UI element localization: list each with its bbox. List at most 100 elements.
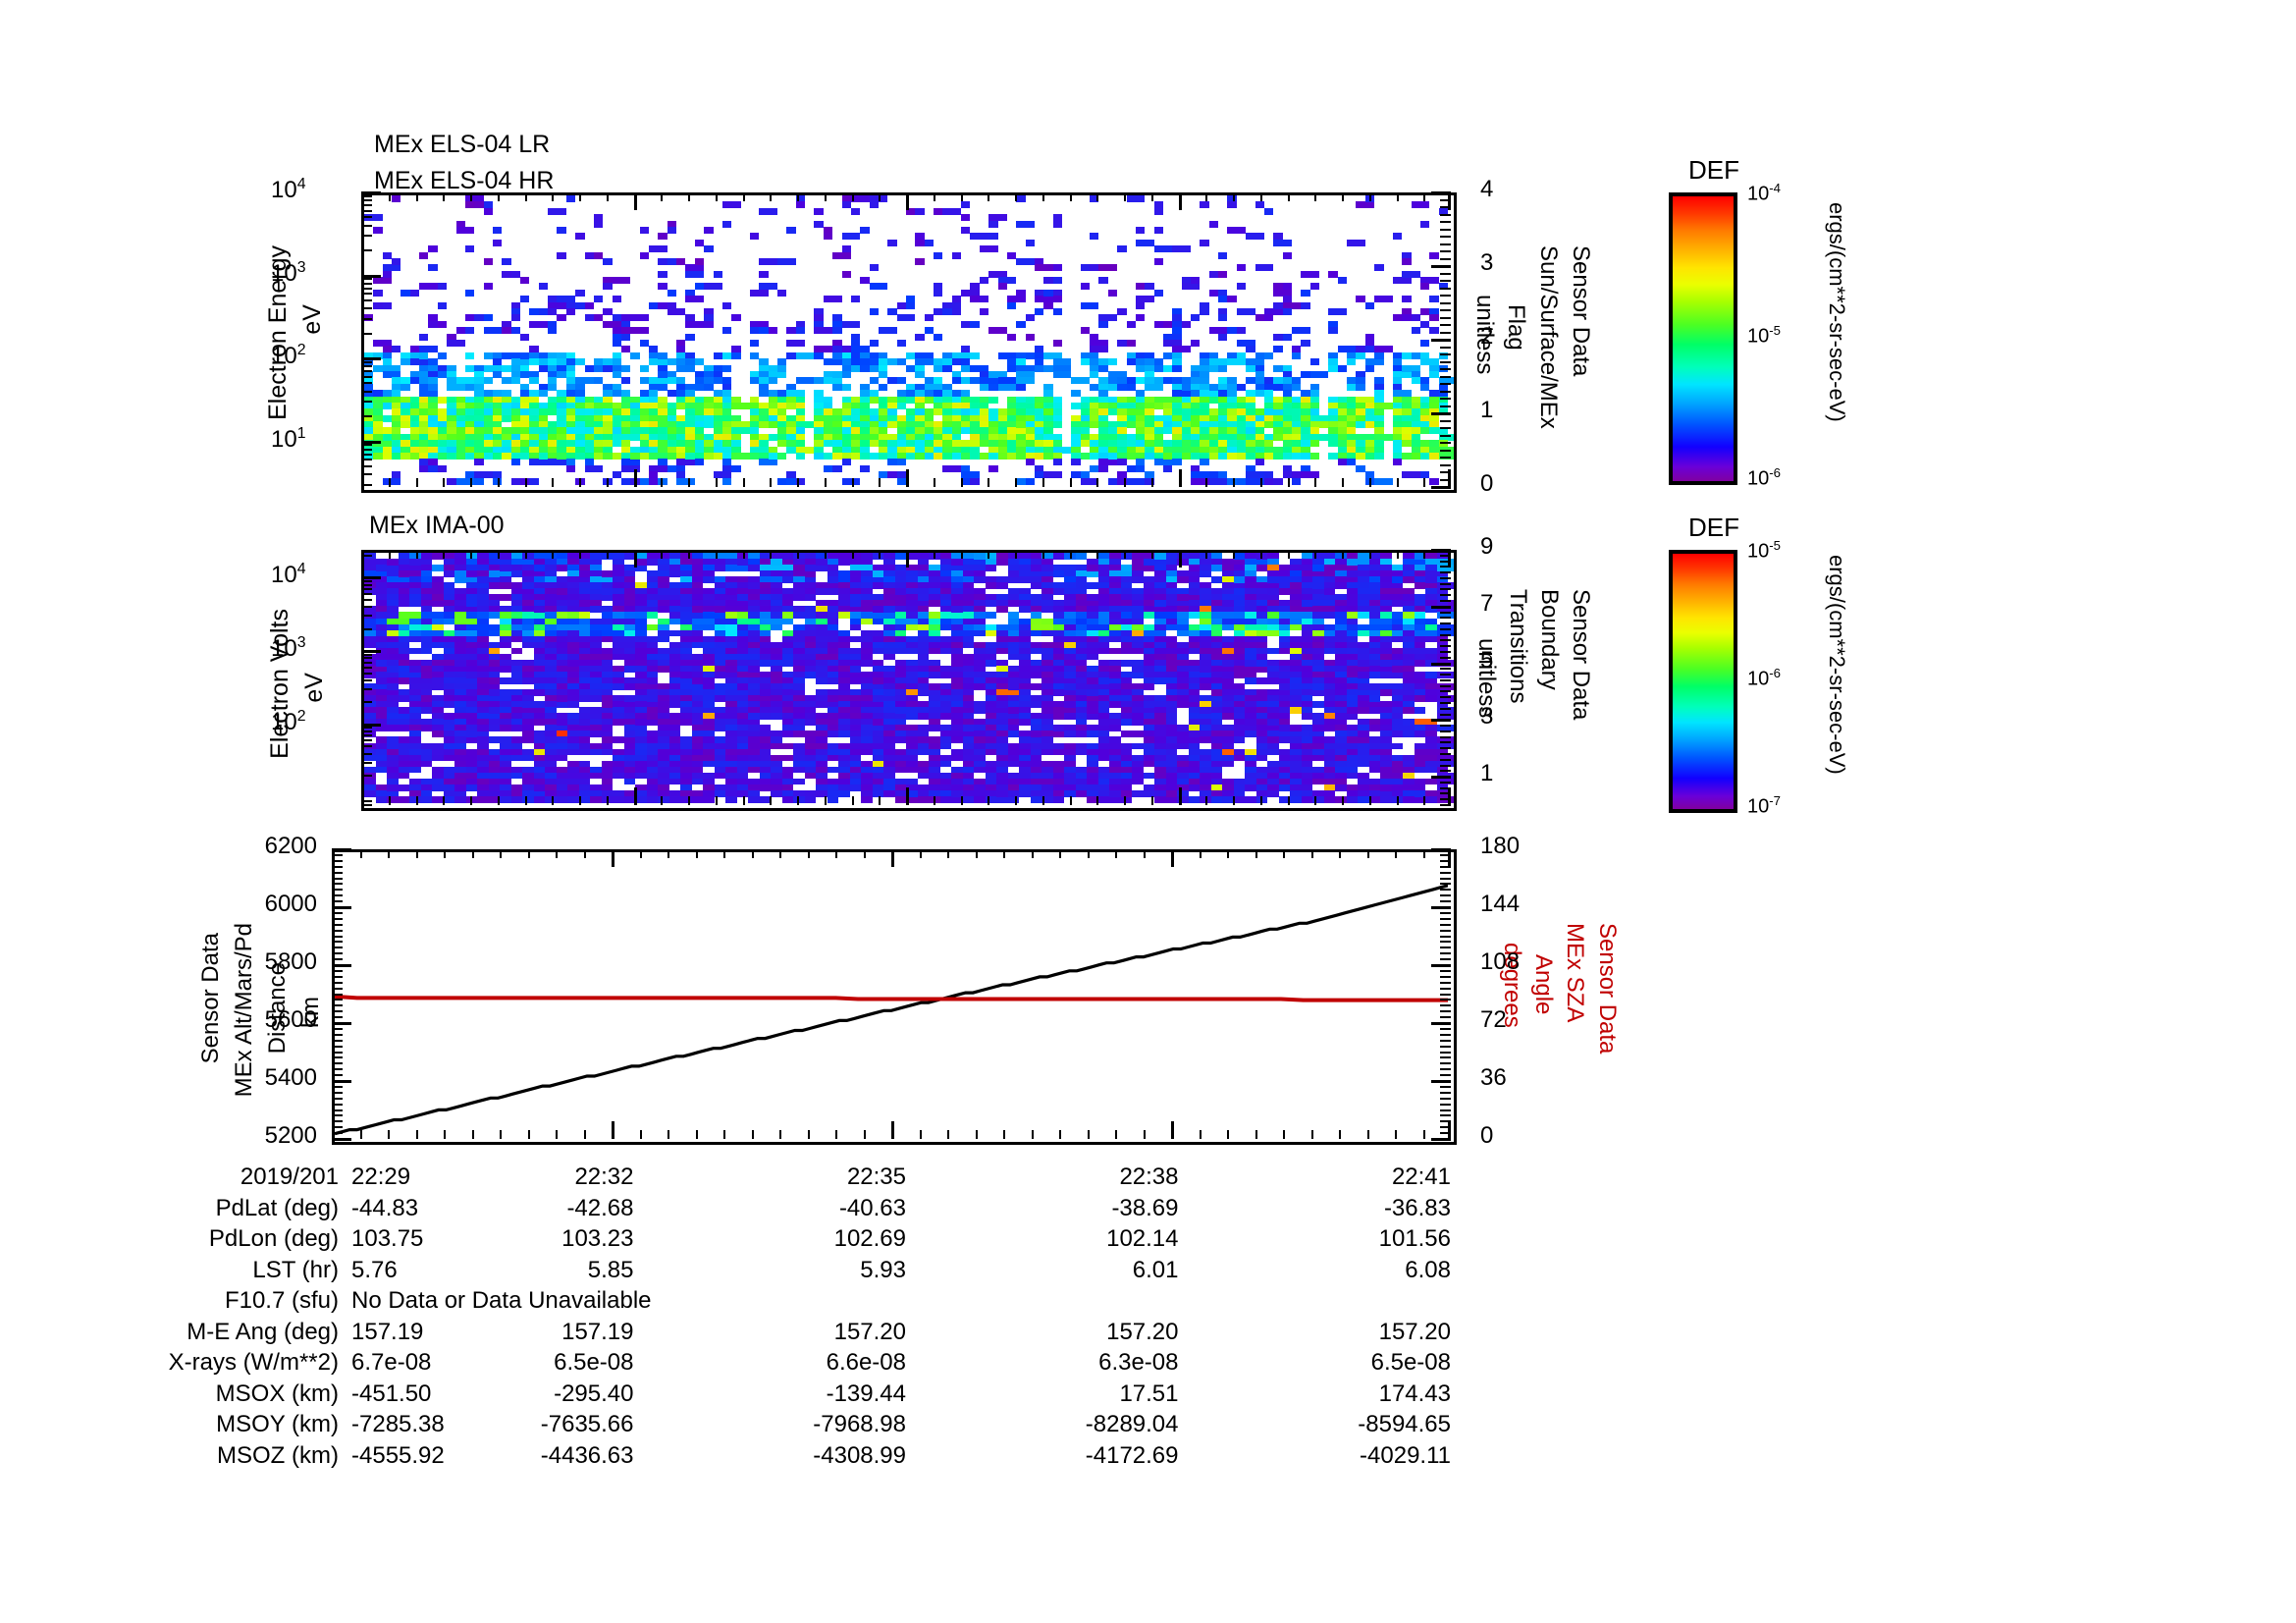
panel1-xtick-minor-top	[1096, 192, 1099, 201]
panel1-xtick-minor-top	[715, 192, 718, 201]
panel1-xtick-minor-top	[797, 192, 799, 201]
panel3-xtick-minor-top	[359, 849, 362, 858]
panel2-right-tick-minor	[1440, 713, 1451, 716]
panel2-xtick-minor-top	[1314, 550, 1317, 559]
panel3-left-tick-5400: 5400	[264, 1064, 317, 1091]
panel1-xtick-minor-top	[1150, 192, 1153, 201]
panel3-right-label3: Angle	[1530, 954, 1557, 1014]
panel1-xtick-minor-bottom	[1259, 478, 1262, 487]
panel3-plot[interactable]	[332, 849, 1457, 1145]
table-cell-6-2: 6.6e-08	[826, 1349, 906, 1376]
panel1-xtick-minor-top	[960, 192, 963, 201]
panel2-plot[interactable]	[361, 550, 1457, 811]
panel2-right-label2: Boundary	[1536, 589, 1563, 690]
panel1-xtick-minor-bottom	[1287, 478, 1290, 487]
panel2-right-tick-5: 5	[1480, 646, 1494, 674]
panel2-xtick-minor-bottom	[1041, 796, 1044, 805]
panel2-right-tick-minor	[1440, 798, 1451, 801]
panel1-xtick-minor-top	[742, 192, 745, 201]
panel1-xtick-minor-top	[415, 192, 418, 201]
panel2-xtick-minor-top	[606, 550, 609, 559]
panel3-right-tick-108: 108	[1480, 948, 1521, 975]
panel2-ytick-minor	[361, 666, 372, 669]
table-cell-1-3: -38.69	[1111, 1194, 1179, 1221]
panel3-xtick-minor-bottom	[1227, 1130, 1229, 1139]
panel1-right-tick-minor	[1440, 478, 1451, 481]
panel1-xtick-minor-bottom	[851, 478, 854, 487]
table-cell-7-4: 174.43	[1378, 1380, 1451, 1407]
panel3-right-tick-minor	[1440, 871, 1451, 874]
panel2-xtick-minor-bottom	[579, 796, 581, 805]
panel1-xtick-minor-top	[470, 192, 472, 201]
table-cell-5-3: 157.20	[1106, 1318, 1179, 1345]
panel3-right-tick-minor	[1440, 889, 1451, 892]
table-cell-9-3: -4172.69	[1085, 1441, 1179, 1469]
table-cell-9-2: -4308.99	[813, 1441, 906, 1469]
panel1-xtick-minor-bottom	[497, 478, 500, 487]
panel1-right-tick-minor	[1440, 346, 1451, 349]
panel3-right-tick-minor	[1440, 941, 1451, 944]
panel3-xtick-minor-top	[1366, 849, 1369, 858]
panel2-xtick-minor-bottom	[1096, 796, 1099, 805]
panel1-ytick-major	[361, 274, 381, 278]
panel1-ytick-minor	[361, 287, 372, 290]
panel3-right-label2: MEx SZA	[1562, 923, 1588, 1022]
panel3-left-tick-minor	[332, 1027, 343, 1030]
panel2-yunits-text: eV	[300, 673, 328, 703]
panel3-left-tick-6200: 6200	[264, 833, 317, 859]
panel3-right-tick-minor	[1440, 964, 1451, 966]
panel3-xtick-minor-bottom	[388, 1130, 390, 1139]
panel3-right-tick-minor	[1440, 1114, 1451, 1117]
panel2-right-tick-minor	[1440, 786, 1451, 789]
panel3-right-tick-72: 72	[1480, 1006, 1507, 1033]
panel3-right-tick-minor	[1440, 853, 1451, 856]
panel2-right-tick-minor	[1440, 781, 1451, 784]
panel3-xtick-minor-bottom	[1003, 1130, 1005, 1139]
panel2-ytick-minor	[361, 661, 372, 664]
panel3-xtick-minor-top	[1310, 849, 1313, 858]
panel3-right-tick-minor	[1440, 1045, 1451, 1048]
panel1-right-label-l3: Flag	[1503, 304, 1530, 351]
cb1-bot-exp: -6	[1769, 465, 1781, 480]
panel1-ytick-minor	[361, 370, 372, 373]
table-cell-2-2: 102.69	[833, 1225, 906, 1252]
table-row-label-7: MSOX (km)	[215, 1380, 339, 1407]
panel2-ylabel: Electron Volts	[266, 609, 294, 759]
table-row-label-1: PdLat (deg)	[215, 1194, 339, 1221]
panel2-right-tick-minor	[1440, 554, 1451, 557]
panel2-right-tick-minor	[1440, 696, 1451, 699]
panel2-right-tick-minor	[1440, 758, 1451, 761]
panel2-xtick-minor-top	[361, 550, 363, 559]
table-row-label-5: M-E Ang (deg)	[187, 1318, 339, 1345]
panel2-right-tick-minor	[1440, 684, 1451, 687]
panel1-xtick-minor-top	[443, 192, 446, 201]
panel3-xtick-minor-top	[667, 849, 669, 858]
panel1-xtick-minor-bottom	[1205, 478, 1208, 487]
panel3-left-tick-minor	[332, 1126, 343, 1129]
panel2-ytick-4: 104	[271, 561, 306, 589]
panel1-xtick-minor-top	[988, 192, 990, 201]
panel3-xtick-minor-bottom	[751, 1130, 754, 1139]
panel2-xtick-minor-top	[1205, 550, 1208, 559]
panel3-left-tick-minor	[332, 1080, 343, 1082]
panel3-right-tick-minor	[1440, 1109, 1451, 1111]
panel2-xtick-minor-top	[552, 550, 555, 559]
panel2-xtick-minor-top	[715, 550, 718, 559]
table-row-label-8: MSOY (km)	[216, 1411, 339, 1437]
panel3-xtick-minor-bottom	[667, 1130, 669, 1139]
panel1-xtick-minor-bottom	[633, 478, 636, 487]
panel1-xtick-minor-bottom	[906, 478, 908, 487]
panel1-right-tick-minor	[1440, 368, 1451, 370]
panel2-right-tick-minor	[1440, 735, 1451, 738]
panel1-plot[interactable]	[361, 192, 1457, 493]
panel3-left-tick-minor	[332, 853, 343, 856]
panel3-xtick-minor-bottom	[471, 1130, 474, 1139]
panel1-right-tick-2: 2	[1480, 323, 1494, 350]
panel3-right-tick-minor	[1440, 975, 1451, 978]
panel3-right-tick-minor	[1440, 877, 1451, 880]
panel3-xtick-minor-top	[612, 849, 614, 858]
panel3-right-tick-minor	[1440, 952, 1451, 955]
panel2-xtick-minor-top	[661, 550, 664, 559]
panel2-xtick-minor-bottom	[388, 796, 391, 805]
panel1-xtick-minor-bottom	[1069, 478, 1072, 487]
